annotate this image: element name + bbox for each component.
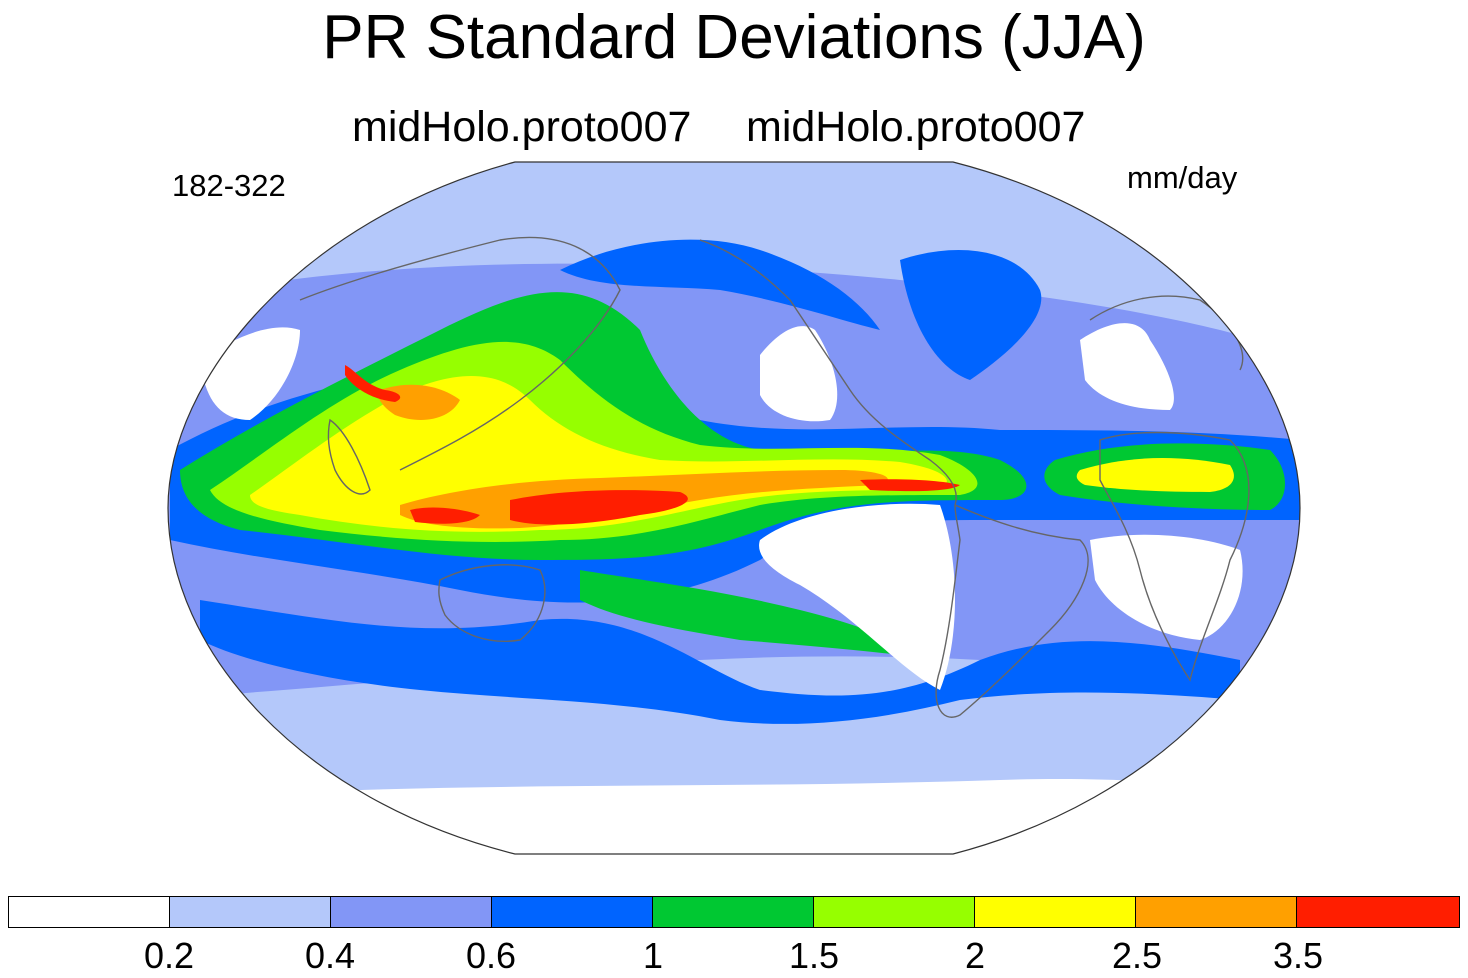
south-america-coast xyxy=(935,504,1089,718)
colorbar-tick-label: 2 xyxy=(964,935,986,976)
north-atlantic-band-level-4 xyxy=(900,250,1042,380)
europe-coast xyxy=(1089,295,1244,371)
atlantic-itcz-level-7 xyxy=(1076,458,1234,492)
field-layer xyxy=(168,162,1300,854)
colorbar-box xyxy=(813,896,975,928)
north-pacific-band-level-4 xyxy=(560,239,880,330)
colorbar-box xyxy=(491,896,653,928)
world-map xyxy=(167,161,1301,855)
map-border xyxy=(167,161,1301,855)
colorbar-tick-label: 1.5 xyxy=(788,935,840,976)
colorbar xyxy=(8,896,1460,930)
asia-coast xyxy=(299,236,621,471)
south-atlantic-dry-zone-level-1 xyxy=(1090,534,1243,640)
colorbar-box xyxy=(1135,896,1297,928)
southeast-pacific-dry-zone-level-1 xyxy=(759,503,955,690)
colorbar-box xyxy=(169,896,331,928)
coastlines xyxy=(299,236,1250,718)
colorbar-tick-label: 3.5 xyxy=(1272,935,1324,976)
australia-coast xyxy=(438,564,546,642)
africa-coast xyxy=(1099,431,1250,682)
south-pacific-convergence-level-5 xyxy=(580,570,900,655)
antarctic-dry-zone-level-1 xyxy=(168,779,1300,854)
arabian-sea-peak-level-9 xyxy=(345,365,401,402)
maritime-continent-core-level-9 xyxy=(410,507,480,524)
colorbar-box xyxy=(1296,896,1460,928)
colorbar-box xyxy=(652,896,814,928)
map-title: PR Standard Deviations (JJA) xyxy=(322,3,1146,72)
sahara-dry-zone-level-1 xyxy=(1080,323,1174,410)
colorbar-tick-label: 0.2 xyxy=(143,935,195,976)
colorbar-tick-label: 2.5 xyxy=(1111,935,1163,976)
east-pacific-core-level-9 xyxy=(860,479,960,492)
central-pacific-core-level-9 xyxy=(510,490,688,525)
colorbar-tick-label: 0.4 xyxy=(304,935,356,976)
colorbar-tick-label: 1 xyxy=(642,935,664,976)
north-america-dry-zone-level-1 xyxy=(760,326,838,422)
north-america-coast xyxy=(699,239,957,506)
units-label: mm/day xyxy=(1127,160,1238,195)
subtitle-case-left: midHolo.proto007 xyxy=(352,103,692,151)
subtitle-case-right: midHolo.proto007 xyxy=(746,103,1086,151)
west-pacific-level-8 xyxy=(378,384,460,420)
southern-storm-track-level-4 xyxy=(200,600,1240,724)
colorbar-box xyxy=(8,896,170,928)
period-label: 182-322 xyxy=(172,168,286,203)
colorbar-tick-label: 0.6 xyxy=(465,935,517,976)
india-coast xyxy=(327,418,371,495)
colorbar-box xyxy=(974,896,1136,928)
colorbar-box xyxy=(330,896,492,928)
